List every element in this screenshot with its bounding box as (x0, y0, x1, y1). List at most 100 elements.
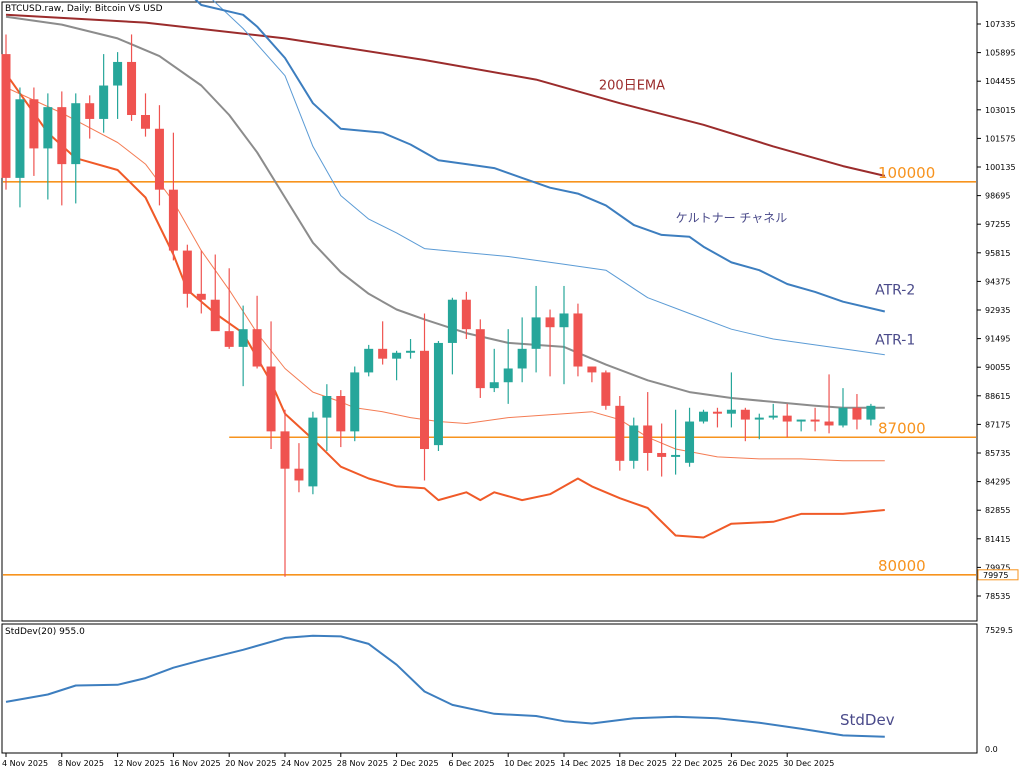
price-panel (1, 1, 978, 622)
candle-body (699, 411, 708, 422)
x-tick-label: 16 Nov 2025 (169, 759, 220, 768)
candle-body (15, 99, 25, 178)
candle-body (461, 299, 471, 330)
candle-body (168, 189, 178, 251)
candle-body (420, 350, 429, 450)
y-tick-label: 107335 (985, 20, 1016, 29)
x-tick-label: 8 Nov 2025 (58, 759, 104, 768)
x-tick-label: 24 Nov 2025 (281, 759, 332, 768)
price-marker (977, 569, 1019, 581)
candle-body (85, 103, 95, 119)
candle-body (364, 348, 374, 373)
candle-body (810, 419, 820, 422)
candle-body (196, 293, 206, 300)
lower-band-thick-line (5, 73, 885, 539)
annotation-0: 200日EMA (599, 78, 665, 93)
candle-body (43, 107, 53, 149)
candle-body (57, 107, 67, 165)
candle-body (866, 405, 876, 420)
stddev-panel (1, 623, 978, 754)
y-tick-label: 79975 (985, 563, 1010, 572)
candle-body (615, 405, 625, 461)
level-label-87000: 87000 (878, 419, 926, 437)
candle-body (182, 250, 192, 294)
y-tick-label: 95815 (985, 249, 1010, 258)
candle-body (71, 103, 81, 165)
candle-body (852, 407, 862, 420)
candle-body (210, 299, 220, 332)
y-tick-label: 91495 (985, 335, 1010, 344)
candle-body (754, 417, 764, 420)
candle-body (154, 128, 164, 190)
candle-body (587, 366, 597, 373)
candle-body (336, 395, 346, 432)
candle-body (406, 350, 416, 353)
x-tick-label: 18 Dec 2025 (616, 759, 667, 768)
candle-body (796, 419, 806, 422)
atr2-line (194, 0, 886, 313)
candle-body (141, 115, 150, 129)
x-tick-label: 22 Dec 2025 (672, 759, 723, 768)
x-tick-label: 6 Dec 2025 (448, 759, 494, 768)
candle-body (643, 425, 653, 453)
candle-body (1, 54, 11, 178)
y-tick-label: 82855 (985, 506, 1010, 515)
y-tick-label: 81415 (985, 535, 1010, 544)
y-tick-label: 88615 (985, 392, 1010, 401)
candle-body (657, 452, 667, 457)
candle-body (601, 372, 611, 406)
y-tick-label: 92935 (985, 306, 1010, 315)
x-tick-label: 10 Dec 2025 (504, 759, 555, 768)
x-tick-label: 20 Nov 2025 (225, 759, 276, 768)
candle-body (99, 85, 109, 119)
y-tick-label: 105895 (985, 49, 1016, 58)
price-marker-label: 79975 (983, 571, 1008, 580)
candle-body (712, 411, 722, 414)
y-tick-label: 94375 (985, 277, 1010, 286)
candle-body (824, 421, 834, 426)
level-label-80000: 80000 (878, 557, 926, 575)
annotation-2: ATR-2 (875, 282, 915, 298)
candle-body (266, 366, 276, 432)
candle-body (685, 421, 695, 463)
atr1-line (212, 0, 885, 356)
candle-body (768, 415, 778, 418)
candle-body (629, 425, 639, 461)
level-label-100000: 100000 (878, 164, 935, 182)
candle-body (392, 352, 402, 359)
x-tick-label: 12 Nov 2025 (114, 759, 165, 768)
candle-body (726, 409, 736, 414)
annotation-3: ATR-1 (875, 332, 915, 348)
candle-body (280, 431, 290, 469)
stddev-title: StdDev(20) 955.0 (5, 627, 85, 637)
x-tick-label: 28 Nov 2025 (337, 759, 388, 768)
candle-body (838, 407, 848, 426)
stddev-tick-zero: 0.0 (985, 745, 998, 754)
candle-body (782, 415, 792, 422)
candle-body (740, 409, 750, 420)
lower-band-thin-line (5, 87, 885, 462)
candle-body (294, 468, 304, 481)
candle-body (350, 372, 360, 432)
candle-body (559, 313, 569, 328)
y-tick-label: 101575 (985, 134, 1016, 143)
candle-body (573, 313, 583, 367)
x-tick-label: 4 Nov 2025 (2, 759, 48, 768)
x-tick-label: 14 Dec 2025 (560, 759, 611, 768)
annotation-1: ケルトナー チャネル (676, 211, 788, 225)
y-tick-label: 97255 (985, 220, 1010, 229)
y-tick-label: 85735 (985, 449, 1010, 458)
candle-body (127, 61, 137, 116)
x-tick-label: 26 Dec 2025 (727, 759, 778, 768)
candle-body (308, 417, 318, 487)
candle-body (224, 331, 234, 347)
ema200-line (5, 13, 886, 177)
y-tick-label: 90055 (985, 363, 1010, 372)
candle-body (113, 61, 123, 86)
stddev-tick-max: 7529.5 (985, 626, 1013, 635)
y-tick-label: 103015 (985, 106, 1016, 115)
candle-body (29, 99, 39, 149)
y-tick-label: 84295 (985, 478, 1010, 487)
candle-body (503, 368, 513, 383)
